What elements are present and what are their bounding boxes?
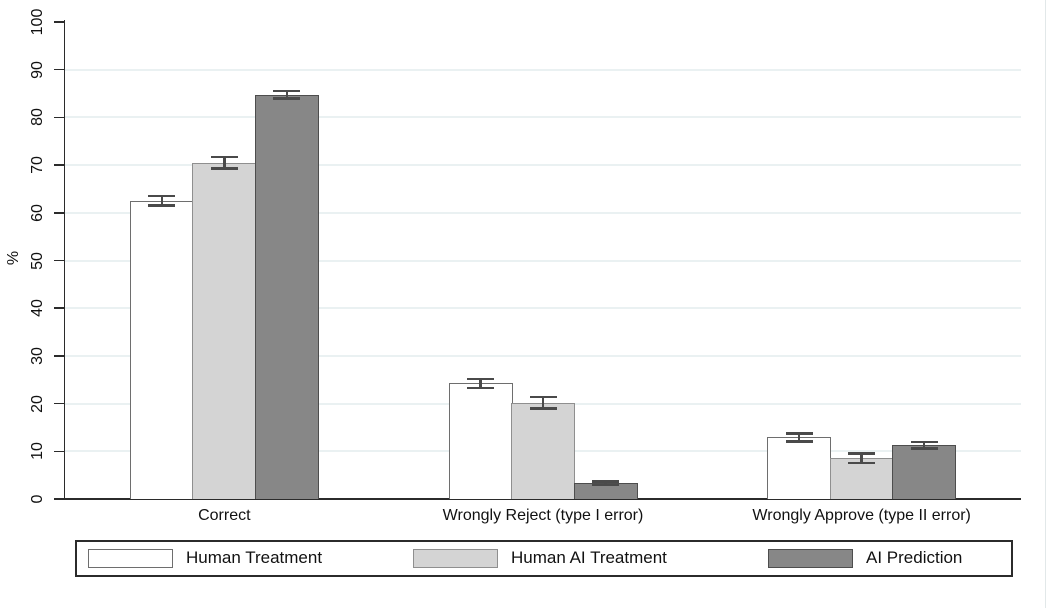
category-label: Wrongly Reject (type I error) [442, 507, 644, 524]
error-bar-cap-bottom [529, 407, 557, 410]
y-tick [54, 68, 65, 71]
error-bar-cap-bottom [910, 447, 938, 450]
error-bar-line [160, 196, 164, 206]
y-tick [54, 355, 65, 357]
legend-swatch-2 [413, 549, 498, 568]
error-bar-cap-top [848, 452, 876, 455]
y-tick-label: 20 [29, 394, 46, 413]
y-tick [54, 307, 65, 309]
error-bar-cap-bottom [273, 97, 301, 100]
y-tick [54, 402, 65, 405]
error-bar-cap-bottom [467, 386, 494, 390]
error-bar-cap-bottom [210, 167, 238, 170]
bar-2-cat-3 [829, 458, 894, 499]
legend-box [75, 540, 1013, 577]
error-bar-cap-top [467, 377, 494, 381]
bar-2-cat-1 [192, 162, 257, 499]
y-tick-label: 80 [29, 108, 46, 127]
y-gridline [65, 116, 1021, 119]
legend-label-3: AI Prediction [866, 548, 963, 567]
y-tick-label: 40 [29, 299, 46, 318]
error-bar-cap-top [210, 155, 238, 159]
error-bar-cap-top [273, 89, 301, 93]
y-gridline [65, 68, 1021, 71]
error-bar-line [604, 481, 607, 486]
legend-swatch-3 [768, 549, 853, 568]
y-tick [54, 212, 65, 214]
bar-2-cat-2 [511, 402, 575, 499]
y-tick-label: 60 [29, 203, 46, 222]
y-gridline [65, 307, 1021, 310]
error-bar-line [541, 396, 545, 409]
bar-1-cat-1 [129, 200, 194, 499]
category-label: Correct [198, 507, 251, 524]
figure-right-border [1045, 0, 1046, 608]
y-tick-label: 10 [29, 442, 46, 461]
error-bar-line [860, 453, 863, 464]
error-bar-cap-top [785, 432, 813, 435]
bar-3-cat-1 [254, 94, 319, 499]
legend-label-1: Human Treatment [186, 548, 323, 567]
error-bar-line [285, 91, 289, 99]
y-tick-label: 30 [29, 346, 46, 365]
y-tick [54, 164, 65, 166]
y-tick-label: 0 [29, 494, 46, 504]
error-bar-cap-bottom [148, 204, 176, 207]
error-bar-line [223, 156, 226, 169]
error-bar-cap-top [592, 480, 619, 483]
error-bar-cap-bottom [592, 483, 619, 487]
legend-swatch-1 [88, 549, 173, 568]
error-bar-line [922, 441, 926, 449]
bar-3-cat-3 [892, 445, 957, 499]
error-bar-line [479, 378, 482, 388]
error-bar-cap-top [148, 194, 176, 198]
error-bar-cap-bottom [848, 461, 876, 465]
bar-1-cat-3 [767, 437, 832, 499]
y-tick [54, 498, 65, 500]
error-bar-cap-top [529, 395, 557, 399]
y-tick [54, 21, 65, 23]
bar-1-cat-2 [448, 383, 513, 499]
y-tick-label: 90 [29, 60, 46, 79]
y-axis-title: % [5, 250, 22, 266]
y-tick-label: 100 [29, 8, 46, 36]
legend-label-2: Human AI Treatment [511, 548, 667, 567]
y-tick [54, 259, 65, 262]
y-gridline [65, 259, 1021, 262]
x-axis-line [63, 498, 1021, 501]
y-tick [54, 116, 65, 119]
category-label: Wrongly Approve (type II error) [752, 507, 971, 524]
y-gridline [65, 211, 1021, 214]
y-gridline [65, 354, 1021, 357]
y-tick-label: 50 [29, 251, 46, 270]
error-bar-line [797, 433, 801, 442]
y-tick-label: 70 [29, 156, 46, 174]
error-bar-cap-bottom [785, 440, 813, 443]
y-tick [54, 450, 65, 453]
y-axis-line [63, 20, 65, 499]
y-gridline [65, 164, 1021, 167]
error-bar-cap-top [910, 440, 938, 443]
